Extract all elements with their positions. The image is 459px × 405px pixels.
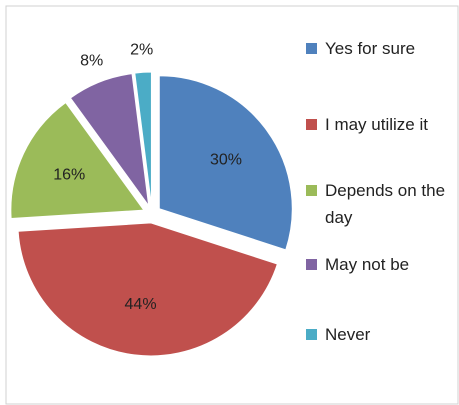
pie-slice: [134, 71, 152, 206]
legend-label: I may utilize it: [325, 115, 428, 134]
legend-swatch: [306, 329, 317, 340]
slice-label: 8%: [80, 53, 103, 70]
slice-label: 30%: [210, 151, 242, 168]
legend-swatch: [306, 185, 317, 196]
legend-item: Yes for sure: [306, 35, 456, 62]
legend-item: May not be: [306, 251, 456, 278]
legend-label: Depends on the day: [325, 181, 446, 227]
legend-swatch: [306, 43, 317, 54]
frame: [5, 5, 459, 405]
slice-label: 44%: [125, 296, 157, 313]
legend-label: Never: [325, 325, 371, 344]
legend-item: Never: [306, 321, 456, 348]
pie-slice: [69, 73, 150, 206]
pie-slice: [10, 101, 145, 220]
pie-slice: [17, 222, 278, 357]
legend-item: Depends on the day: [306, 177, 456, 231]
legend-swatch: [306, 259, 317, 270]
legend-label: Yes for sure: [325, 39, 416, 58]
legend-label: May not be: [325, 255, 410, 274]
legend-swatch: [306, 119, 317, 130]
pie-slice: [158, 75, 293, 251]
legend-item: I may utilize it: [306, 111, 456, 138]
slice-label: 16%: [53, 166, 85, 183]
slice-label: 2%: [130, 42, 153, 59]
